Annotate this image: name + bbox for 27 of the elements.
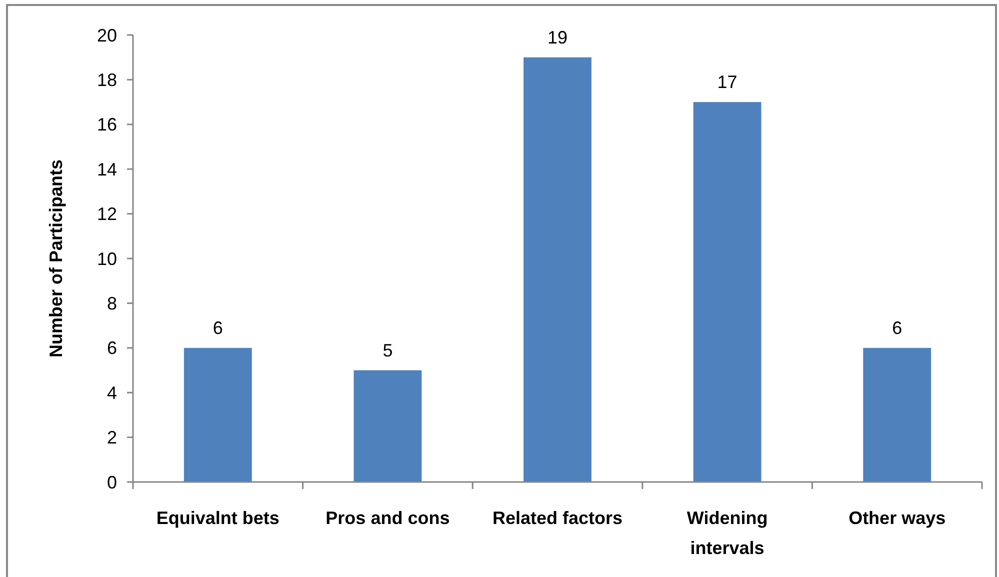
data-label: 6 [892,318,902,338]
y-tick-label: 16 [96,114,117,135]
bar [354,370,422,482]
y-tick-label: 20 [96,25,117,46]
y-tick-label: 6 [106,338,117,358]
x-tick-label: Pros and cons [326,508,450,528]
bar [184,348,252,482]
data-label: 5 [382,340,393,360]
y-tick-label: 2 [106,428,117,448]
y-tick-label: 12 [96,204,117,224]
data-label: 6 [212,318,223,338]
data-label: 19 [547,27,568,48]
y-tick-label: 8 [106,294,117,314]
x-tick-label: Equivalnt bets [156,508,280,528]
x-tick-label: Widening intervals [686,508,768,558]
y-tick-label: 10 [96,248,117,269]
bar [863,348,932,482]
bar [693,102,762,482]
x-tick-label: Related factors [492,508,623,528]
y-tick-label: 18 [96,70,117,90]
y-tick-label: 4 [106,382,117,403]
data-label: 17 [717,72,738,92]
x-tick-label: Other ways [848,508,946,528]
y-axis-title: Number of Participants [46,159,66,358]
y-tick-label: 0 [106,472,117,492]
y-tick-label: 14 [96,159,117,180]
bar [524,57,592,482]
